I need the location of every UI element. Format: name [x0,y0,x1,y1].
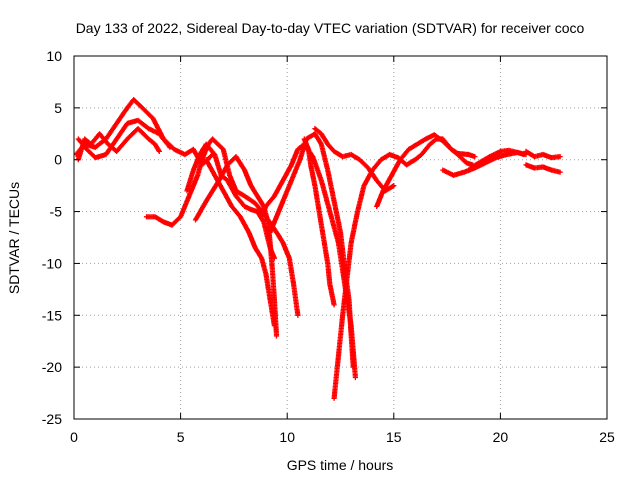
series-arc-16 [523,148,563,161]
series-arc-5 [192,154,280,339]
grid-lines [74,56,607,419]
x-tick-label: 10 [279,429,295,445]
plot-frame [73,55,608,420]
series-marks [192,154,280,339]
y-tick-label: -15 [42,307,62,323]
series-marks [468,147,527,171]
series-arc-3 [75,126,162,163]
series-marks [523,148,563,161]
y-axis-label: SDTVAR / TECUs [6,182,22,294]
y-tick-label: -10 [42,255,62,271]
series-marks [440,149,529,178]
series-arc-7 [203,157,277,329]
x-tick-label: 15 [386,429,402,445]
y-tick-label: -20 [42,359,62,375]
data-marks [73,97,563,401]
y-ticks: -25 -20 -15 -10 -5 0 5 10 [42,48,607,427]
series-marks [374,132,476,209]
series-arc-14 [440,149,529,178]
y-tick-label: -25 [42,411,62,427]
y-tick-label: 5 [54,100,62,116]
x-tick-label: 25 [599,429,615,445]
series-marks [523,162,563,175]
series-arc-10 [301,136,337,308]
x-tick-label: 5 [177,429,185,445]
x-tick-label: 0 [70,429,78,445]
series-arc-4 [143,136,301,318]
y-tick-label: 0 [54,152,62,168]
series-marks [75,126,162,163]
series-marks [301,136,337,308]
y-tick-label: -5 [50,204,63,220]
series-arc-13 [374,132,476,209]
chart-title: Day 133 of 2022, Sidereal Day-to-day VTE… [76,20,585,36]
series-marks [203,157,277,329]
x-ticks: 0 5 10 15 20 25 [70,56,615,445]
y-tick-label: 10 [46,48,62,64]
x-axis-label: GPS time / hours [287,457,394,473]
series-marks [143,136,301,318]
series-arc-17 [523,162,563,175]
series-arc-15 [468,147,527,171]
x-tick-label: 20 [493,429,509,445]
